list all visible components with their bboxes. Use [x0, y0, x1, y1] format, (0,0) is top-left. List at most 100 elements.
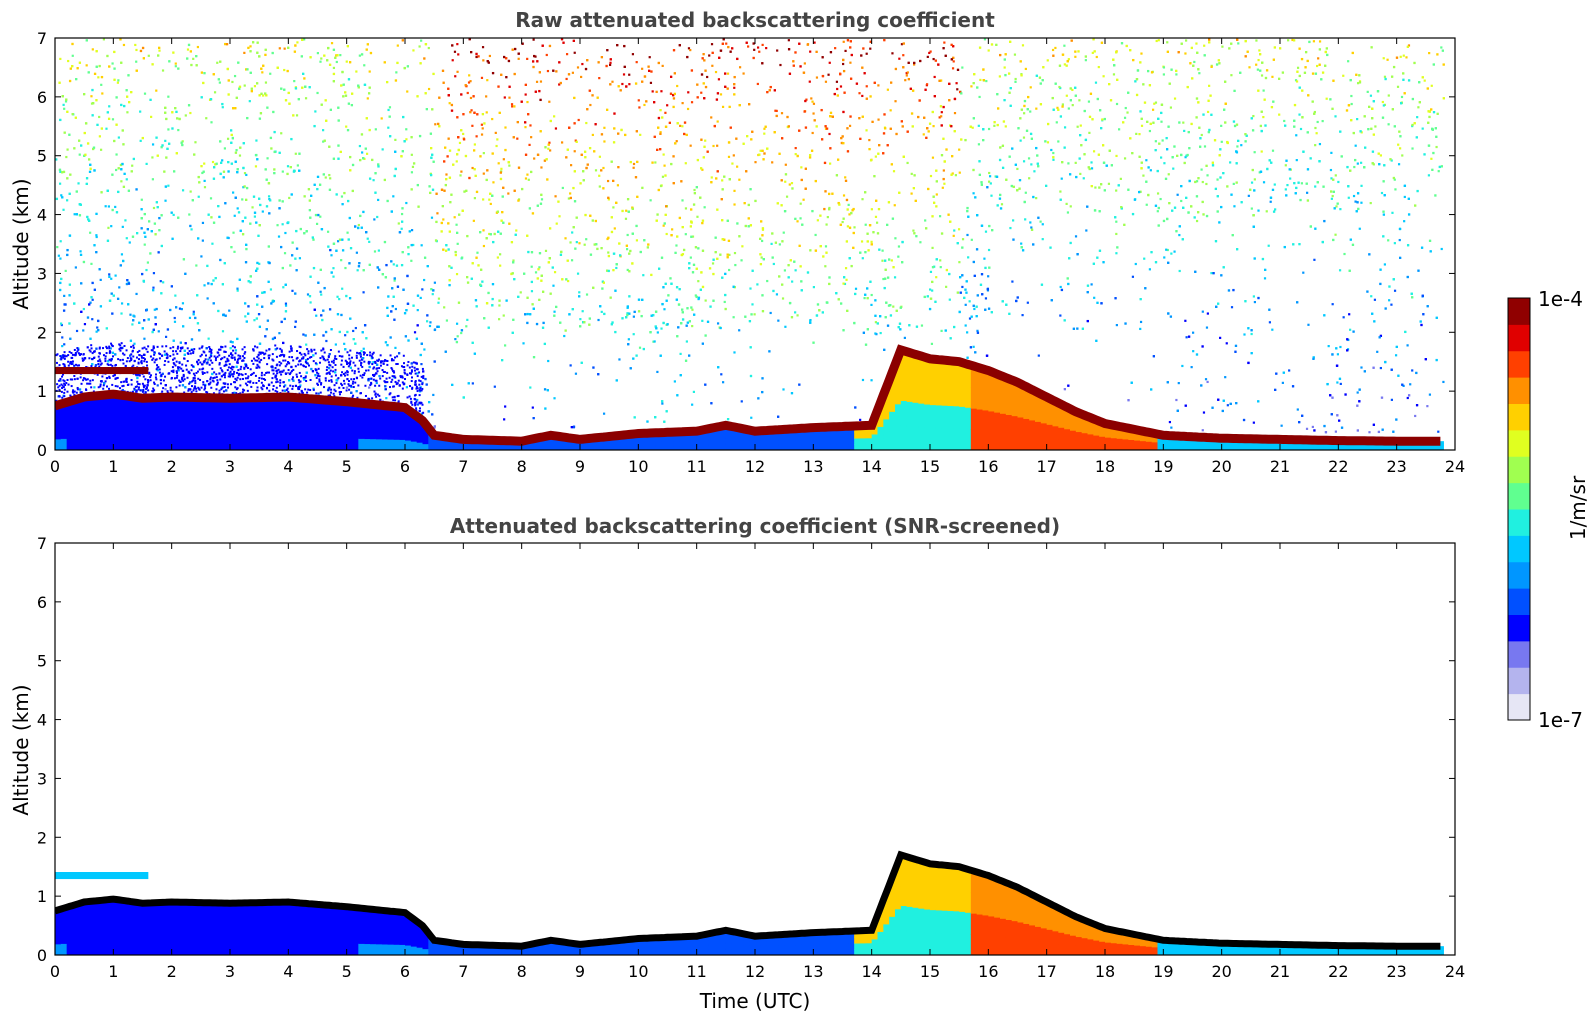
- y-tick-label: 1: [37, 887, 47, 906]
- chart-title-screened: Attenuated backscattering coefficient (S…: [450, 514, 1060, 538]
- y-tick-label: 6: [37, 593, 47, 612]
- elevated-layer-raw: [55, 367, 149, 375]
- colorbar-step: [1508, 588, 1530, 615]
- x-tick-label: 18: [1095, 962, 1115, 981]
- y-tick-label: 2: [37, 323, 47, 342]
- x-tick-label: 6: [400, 962, 410, 981]
- elevated-layer-screened: [55, 872, 149, 880]
- x-tick-label: 17: [1036, 457, 1056, 476]
- x-tick-label: 12: [745, 962, 765, 981]
- x-tick-label: 24: [1445, 962, 1465, 981]
- x-tick-label: 13: [803, 457, 823, 476]
- x-tick-label: 16: [978, 962, 998, 981]
- x-axis-label: Time (UTC): [699, 989, 811, 1013]
- colorbar-min-label: 1e-7: [1538, 708, 1583, 732]
- y-tick-label: 0: [37, 946, 47, 965]
- x-tick-label: 3: [225, 962, 235, 981]
- x-tick-label: 1: [108, 457, 118, 476]
- colorbar-step: [1508, 535, 1530, 563]
- y-axis-ticks-raw: 0 1 2 3 4 5 6 7: [37, 29, 1455, 460]
- boundary-layer-top-screened: [55, 850, 1441, 950]
- plot-area-raw: [55, 38, 1445, 450]
- x-tick-label: 23: [1386, 962, 1406, 981]
- boundary-layer-top-raw: [55, 344, 1441, 446]
- x-tick-label: 8: [517, 457, 527, 476]
- x-tick-label: 12: [745, 457, 765, 476]
- chart-title-raw: Raw attenuated backscattering coefficien…: [515, 8, 995, 32]
- colorbar-step: [1508, 667, 1530, 695]
- colorbar-step: [1508, 693, 1530, 721]
- x-tick-label: 15: [920, 457, 940, 476]
- x-tick-label: 2: [167, 457, 177, 476]
- y-axis-label-screened: Altitude (km): [9, 684, 33, 815]
- plot-frame-screened: [54, 542, 1456, 956]
- colorbar-step: [1508, 298, 1530, 325]
- colorbar-step: [1508, 614, 1530, 642]
- colorbar-step: [1508, 561, 1530, 589]
- panel-screened: Attenuated backscattering coefficient (S…: [9, 514, 1465, 1013]
- x-tick-label: 20: [1211, 457, 1231, 476]
- x-tick-label: 20: [1211, 962, 1231, 981]
- x-tick-label: 9: [575, 457, 585, 476]
- colorbar-step: [1508, 377, 1530, 404]
- x-tick-label: 0: [50, 457, 60, 476]
- x-tick-label: 23: [1386, 457, 1406, 476]
- y-tick-label: 7: [37, 534, 47, 553]
- colorbar: 1e-4 1e-7 1/m/sr: [1507, 287, 1590, 732]
- x-tick-label: 3: [225, 457, 235, 476]
- x-tick-label: 15: [920, 962, 940, 981]
- y-axis-ticks-screened: 0 1 2 3 4 5 6 7: [37, 534, 1455, 965]
- x-tick-label: 5: [342, 457, 352, 476]
- x-tick-label: 10: [628, 962, 648, 981]
- y-tick-label: 2: [37, 828, 47, 847]
- y-tick-label: 3: [37, 264, 47, 283]
- x-axis-ticks-screened: 0 1 2 3 4 5 6 7 8 9 10 11 12 13 14 15 16 17 18 19 20 21 22 23 24: [50, 543, 1465, 981]
- x-tick-label: 14: [861, 457, 881, 476]
- x-tick-label: 22: [1328, 962, 1348, 981]
- plot-area-screened: [55, 850, 1444, 955]
- x-tick-label: 1: [108, 962, 118, 981]
- x-tick-label: 5: [342, 962, 352, 981]
- y-tick-label: 4: [37, 206, 47, 225]
- y-tick-label: 5: [37, 147, 47, 166]
- x-tick-label: 16: [978, 457, 998, 476]
- x-axis-ticks-raw: 0 1 2 3 4 5 6 7 8 9 10 11 12 13 14 15 16 17 18 19 20 21 22 23 24: [50, 38, 1465, 476]
- colorbar-frame: [1507, 297, 1531, 721]
- x-tick-label: 21: [1270, 962, 1290, 981]
- y-tick-label: 1: [37, 382, 47, 401]
- x-tick-label: 13: [803, 962, 823, 981]
- x-tick-label: 2: [167, 962, 177, 981]
- colorbar-step: [1508, 429, 1530, 457]
- x-tick-label: 0: [50, 962, 60, 981]
- x-tick-label: 11: [686, 457, 706, 476]
- y-tick-label: 6: [37, 88, 47, 107]
- plot-frame-raw: [54, 37, 1456, 451]
- panel-raw: Raw attenuated backscattering coefficien…: [9, 8, 1465, 476]
- x-tick-label: 7: [458, 457, 468, 476]
- x-tick-label: 18: [1095, 457, 1115, 476]
- x-tick-label: 4: [283, 962, 293, 981]
- colorbar-step: [1508, 482, 1530, 510]
- x-tick-label: 21: [1270, 457, 1290, 476]
- x-tick-label: 14: [861, 962, 881, 981]
- x-tick-label: 6: [400, 457, 410, 476]
- y-axis-label-raw: Altitude (km): [9, 178, 33, 309]
- colorbar-step: [1508, 509, 1530, 536]
- colorbar-step: [1508, 456, 1530, 484]
- x-tick-label: 7: [458, 962, 468, 981]
- y-tick-label: 0: [37, 441, 47, 460]
- x-tick-label: 11: [686, 962, 706, 981]
- x-tick-label: 19: [1153, 457, 1173, 476]
- x-tick-label: 17: [1036, 962, 1056, 981]
- colorbar-step: [1508, 403, 1530, 431]
- colorbar-unit-label: 1/m/sr: [1566, 475, 1590, 540]
- x-tick-label: 19: [1153, 962, 1173, 981]
- x-tick-label: 8: [517, 962, 527, 981]
- x-tick-label: 9: [575, 962, 585, 981]
- y-tick-label: 4: [37, 711, 47, 730]
- colorbar-step: [1508, 324, 1530, 352]
- noise-field-raw: [55, 38, 1445, 434]
- colorbar-step: [1508, 640, 1530, 668]
- colorbar-max-label: 1e-4: [1538, 287, 1583, 311]
